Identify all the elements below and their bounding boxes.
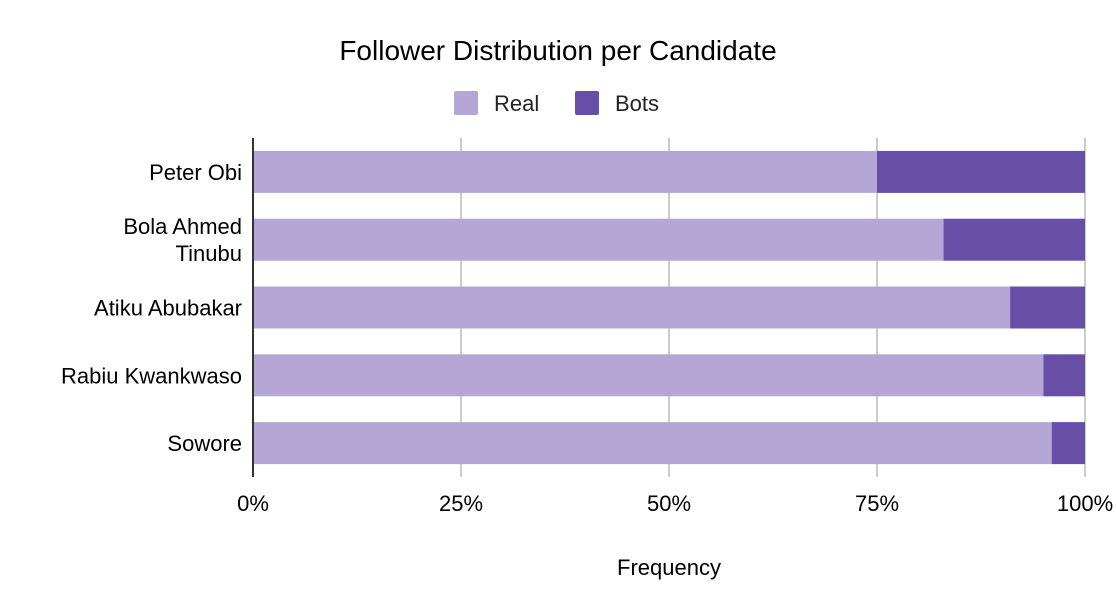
bar-real-4 <box>253 422 1052 465</box>
bar-real-1 <box>253 218 944 261</box>
x-tick-label: 25% <box>439 491 483 516</box>
chart-title: Follower Distribution per Candidate <box>339 35 776 66</box>
bar-bots-2 <box>1010 286 1085 329</box>
legend-swatch-real <box>454 91 478 115</box>
x-axis-title: Frequency <box>617 555 721 580</box>
bar-bots-3 <box>1043 354 1085 397</box>
bar-real-0 <box>253 150 877 193</box>
category-label: Atiku Abubakar <box>94 296 242 321</box>
legend: Real Bots <box>454 91 659 116</box>
bar-bots-1 <box>943 218 1085 261</box>
x-tick-label: 50% <box>647 491 691 516</box>
x-tick-label: 75% <box>855 491 899 516</box>
legend-label-real: Real <box>494 91 539 116</box>
category-labels: Peter Obi Bola Ahmed Tinubu Atiku Abubakar R… <box>61 160 242 456</box>
x-tick-label: 100% <box>1057 491 1113 516</box>
bars <box>253 150 1085 465</box>
category-label: Peter Obi <box>149 160 242 185</box>
category-label: Bola Ahmed Tinubu <box>123 214 242 266</box>
legend-label-bots: Bots <box>615 91 659 116</box>
category-label: Sowore <box>167 431 242 456</box>
bar-real-2 <box>253 286 1011 329</box>
legend-swatch-bots <box>575 91 599 115</box>
bar-bots-4 <box>1051 422 1085 465</box>
x-tick-labels: 0% 25% 50% 75% 100% <box>237 491 1113 516</box>
bar-bots-0 <box>877 150 1085 193</box>
bar-real-3 <box>253 354 1044 397</box>
x-tick-label: 0% <box>237 491 269 516</box>
category-label: Rabiu Kwankwaso <box>61 363 242 388</box>
